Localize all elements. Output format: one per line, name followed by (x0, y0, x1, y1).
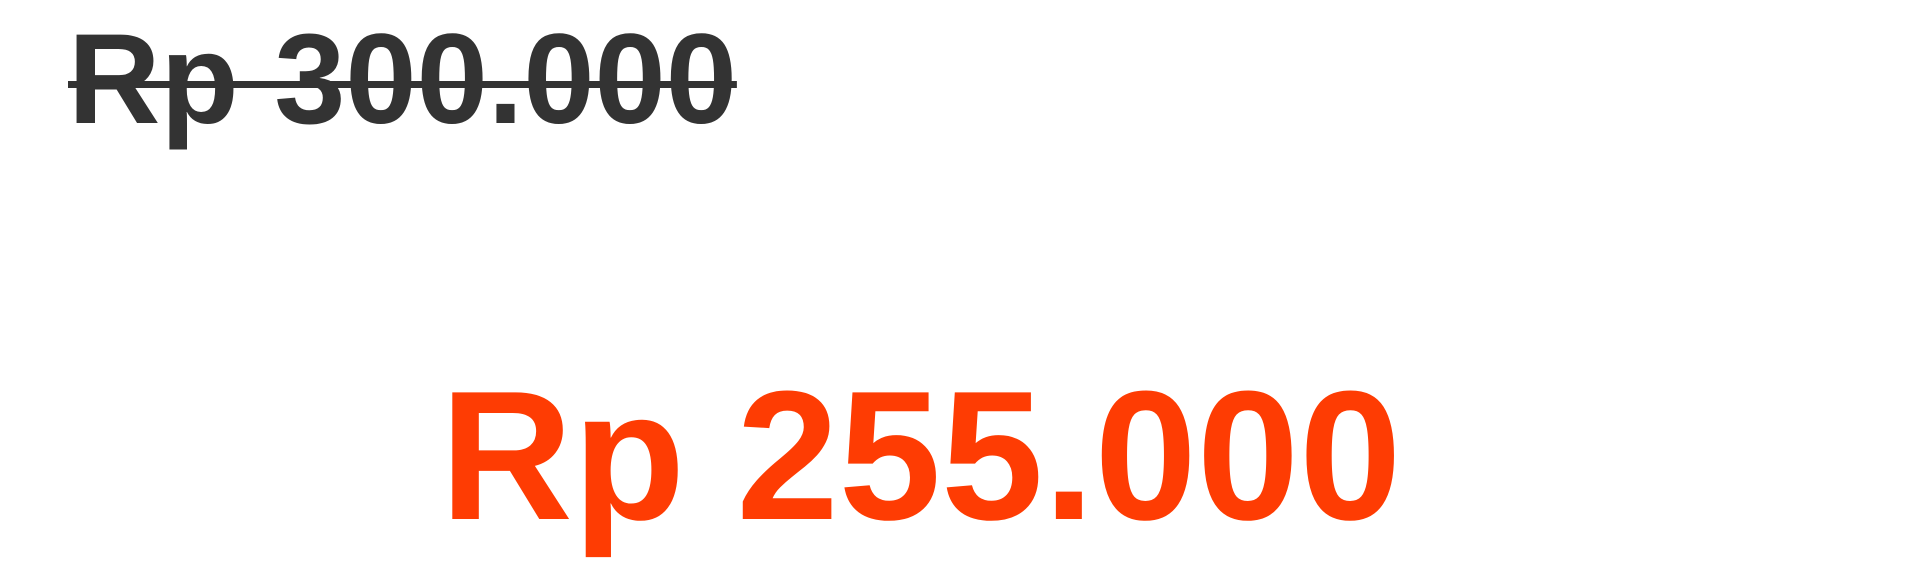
discounted-price: Rp 255.000 (440, 352, 1402, 558)
original-price-strikethrough: Rp 300.000 (68, 8, 737, 151)
